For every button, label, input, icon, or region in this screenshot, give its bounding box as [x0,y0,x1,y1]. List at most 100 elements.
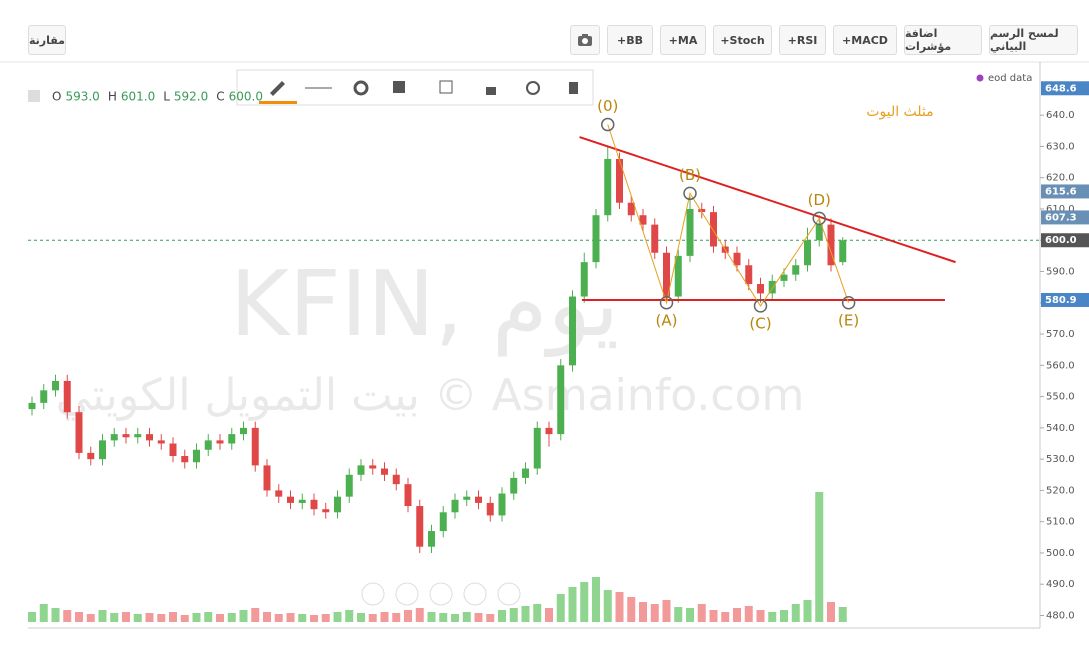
volume-bar [169,612,177,622]
volume-bar [204,612,213,622]
zoom-in-button[interactable] [463,582,487,606]
candle-body [275,490,283,497]
candle-body [545,427,553,435]
volume-bar [51,608,60,622]
volume-bar [615,592,624,622]
candle-body [663,252,670,297]
candle-body [757,284,764,294]
y-tick-label: 620.0 [1046,173,1075,184]
volume-bar [98,610,107,622]
toolbar-button[interactable]: لمسح الرسم البياني [989,25,1078,55]
volume-bar [486,614,495,622]
price-label-bg [1041,210,1089,225]
ohlc-key: C [216,90,224,104]
candle-body [322,509,330,513]
candle-body [639,215,647,225]
compare-button[interactable]: مقارنة [28,25,66,55]
candle-body [439,512,447,532]
candle-body [310,499,318,510]
layer-icon[interactable] [439,80,453,94]
volume-bar [357,613,365,622]
candle-body [674,255,682,297]
pencil-icon[interactable] [270,81,285,96]
toolbar-button[interactable]: +BB [607,25,653,55]
settings-icon[interactable] [353,80,369,96]
volume-bar [251,608,260,622]
candle-body [40,390,48,403]
volume-bar [39,604,48,622]
zoom-out-button[interactable] [395,582,419,606]
volume-bar [721,612,730,622]
candle-body [169,443,177,457]
camera-button[interactable] [570,25,600,55]
candle-body [146,434,153,441]
legend-icon [28,90,40,102]
candle-body [251,427,259,466]
volume-bar [603,590,612,622]
candle-body [52,380,59,391]
volume-bar [686,608,694,622]
candle-body [334,496,341,513]
scroll-left-button[interactable] [361,582,385,606]
lock-icon[interactable] [486,87,496,95]
candle-body [404,484,412,507]
candle-body [686,208,694,256]
candle-body [416,506,424,547]
wave-line [607,124,850,307]
candle-body [463,496,471,500]
candle-body [580,262,588,297]
volume-bar [803,600,812,622]
volume-bar [310,615,318,622]
volume-bar [662,600,671,622]
volume-bar [744,606,753,622]
volume-bar [345,610,354,622]
wave-point [753,299,768,313]
volume-bar [509,608,518,622]
toolbar-button[interactable]: +RSI [779,25,826,55]
toolbar-button[interactable]: +Stoch [713,25,772,55]
candle-body [298,499,306,503]
volume-bar [216,614,224,622]
scroll-right-button[interactable] [497,582,521,606]
candle-body [627,202,635,216]
candle-body [193,449,200,463]
candle-body [475,496,482,503]
candle-body [28,402,36,410]
volume-bar [263,612,271,622]
y-tick-label: 530.0 [1046,454,1075,465]
y-tick-label: 570.0 [1046,329,1075,340]
candle-body [392,474,400,485]
volume-bar [427,612,436,622]
volume-bar [157,614,166,622]
candle-body [827,224,835,266]
price-label: 600.0 [1045,235,1077,246]
wave-label: (B) [679,166,701,184]
candle-body [780,274,788,281]
candle-body [698,208,706,213]
trendline [579,136,956,264]
toolbar-button[interactable]: اضافة مؤشرات [904,25,982,55]
toolbar-button[interactable]: +MA [660,25,706,55]
y-tick-label: 560.0 [1046,360,1075,371]
candle-body [498,493,506,516]
delete-icon[interactable] [569,82,578,94]
candle-body [733,252,741,266]
volume-bar [768,612,777,622]
fill-icon[interactable] [393,81,405,93]
wave-label: (C) [749,314,771,332]
toolbar-button[interactable]: +MACD [833,25,897,55]
volume-bar [133,614,142,622]
volume-bar [110,613,119,622]
candle-body [122,434,130,438]
volume-bar [580,582,589,622]
candle-body [157,440,165,444]
y-tick-label: 590.0 [1046,267,1075,278]
candle-body [486,502,494,516]
reset-button[interactable] [429,582,453,606]
candle-body [110,434,118,441]
volume-bar [368,614,377,622]
visibility-icon[interactable] [526,81,540,95]
candle-body [228,434,236,444]
candle-body [216,440,224,444]
